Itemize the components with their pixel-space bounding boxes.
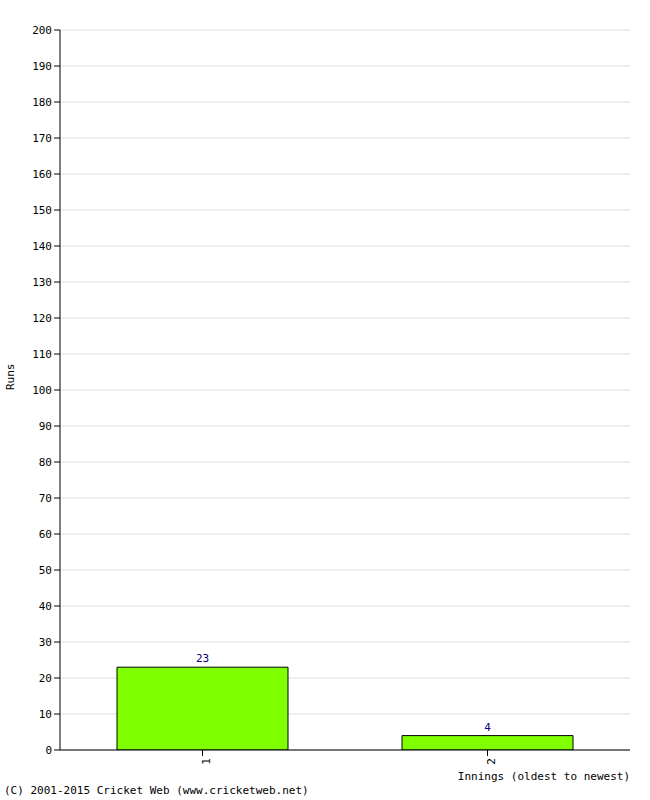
- svg-text:130: 130: [32, 276, 52, 289]
- svg-text:50: 50: [39, 564, 52, 577]
- svg-text:4: 4: [484, 721, 491, 734]
- svg-text:0: 0: [45, 744, 52, 757]
- svg-text:90: 90: [39, 420, 52, 433]
- svg-text:30: 30: [39, 636, 52, 649]
- svg-text:2: 2: [485, 758, 498, 765]
- svg-text:Innings (oldest to newest): Innings (oldest to newest): [458, 770, 630, 783]
- svg-text:70: 70: [39, 492, 52, 505]
- svg-text:Runs: Runs: [8, 364, 17, 391]
- svg-text:110: 110: [32, 348, 52, 361]
- svg-text:190: 190: [32, 60, 52, 73]
- svg-text:23: 23: [196, 652, 209, 665]
- svg-text:80: 80: [39, 456, 52, 469]
- svg-text:160: 160: [32, 168, 52, 181]
- svg-text:1: 1: [200, 758, 213, 765]
- svg-text:170: 170: [32, 132, 52, 145]
- svg-text:120: 120: [32, 312, 52, 325]
- svg-text:140: 140: [32, 240, 52, 253]
- svg-text:150: 150: [32, 204, 52, 217]
- svg-text:10: 10: [39, 708, 52, 721]
- svg-text:200: 200: [32, 24, 52, 37]
- svg-text:100: 100: [32, 384, 52, 397]
- svg-text:60: 60: [39, 528, 52, 541]
- html-text:(C) 2001-2015 Cricket Web (www: (C) 2001-2015 Cricket Web (www.cricketwe…: [4, 784, 309, 797]
- svg-text:180: 180: [32, 96, 52, 109]
- svg-text:20: 20: [39, 672, 52, 685]
- svg-text:40: 40: [39, 600, 52, 613]
